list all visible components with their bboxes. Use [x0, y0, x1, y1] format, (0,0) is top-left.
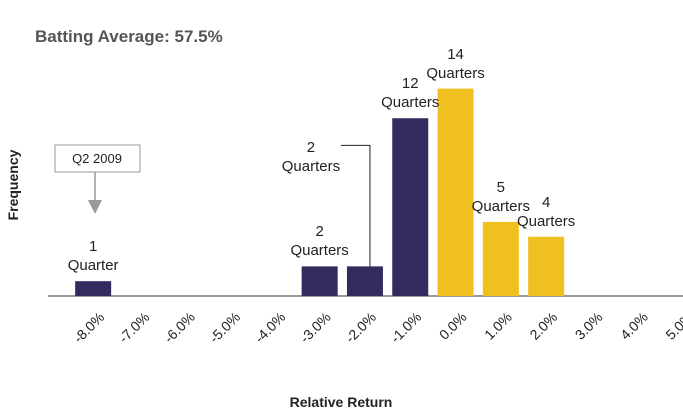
annotation-box [54, 144, 141, 173]
x-tick-label: 3.0% [572, 309, 606, 343]
x-tick-label: 4.0% [617, 309, 651, 343]
chart-title: Batting Average: 57.5% [35, 27, 223, 46]
bar [482, 221, 519, 296]
x-axis-label: Relative Return [290, 394, 393, 410]
bar [437, 88, 474, 296]
bar [528, 236, 565, 296]
x-tick-label: -5.0% [206, 309, 243, 346]
x-tick-label: -1.0% [387, 309, 424, 346]
data-label: 2 Quarters [290, 223, 349, 260]
data-label: 4 Quarters [516, 193, 576, 230]
data-label: 2 Quarters [281, 139, 341, 176]
x-tick-label: 0.0% [436, 309, 470, 343]
bar [392, 118, 429, 296]
data-label: 12 Quarters [381, 75, 440, 112]
annotation: Q2 2009 [72, 151, 122, 166]
x-tick-label: -6.0% [161, 309, 198, 346]
x-tick-label: 1.0% [481, 309, 515, 343]
x-tick-label: -3.0% [297, 309, 334, 346]
x-tick-label: -8.0% [70, 309, 107, 346]
x-tick-label: 2.0% [526, 309, 560, 343]
x-tick-label: -4.0% [251, 309, 288, 346]
x-tick-label: -7.0% [115, 309, 152, 346]
bar [346, 266, 383, 296]
bar [75, 281, 112, 296]
data-label: 5 Quarters [471, 178, 531, 215]
x-tick-label: 5.0% [662, 309, 683, 343]
annotation-arrowhead [88, 200, 102, 214]
data-label: 1 Quarter [67, 238, 119, 275]
bar [301, 266, 338, 296]
x-tick-label: -2.0% [342, 309, 379, 346]
y-axis-label: Frequency [5, 149, 21, 220]
leader-line [340, 144, 371, 267]
data-label: 14 Quarters [426, 45, 485, 82]
